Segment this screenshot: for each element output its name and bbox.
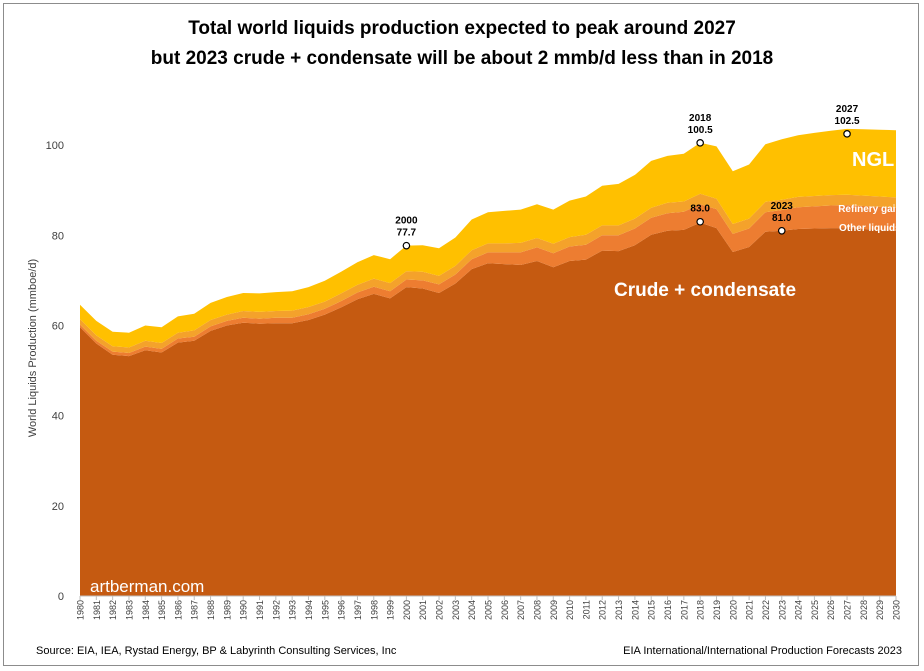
area-series-3 [80, 128, 896, 348]
x-tick-label: 1989 [222, 600, 232, 620]
x-axis-ticks: 1980 1981 1982 1983 1984 1985 1986 1987 1988 1989… [76, 596, 902, 620]
y-tick-label: 20 [52, 501, 64, 513]
x-tick-label: 2000 [402, 600, 412, 620]
callout-year: 2000 [395, 216, 418, 227]
x-tick-label: 2022 [761, 600, 771, 620]
y-tick-label: 60 [52, 320, 64, 332]
x-tick-label: 2029 [875, 600, 885, 620]
x-tick-label: 2023 [777, 600, 787, 620]
x-tick-label: 1994 [304, 600, 314, 620]
crude-condensate-area-label: Crude + condensate [614, 280, 796, 301]
callout-year: 2027 [836, 104, 859, 115]
x-tick-label: 2016 [663, 600, 673, 620]
x-tick-label: 2018 [696, 600, 706, 620]
chart-title: Total world liquids production expected … [188, 18, 736, 39]
x-tick-label: 2007 [516, 600, 526, 620]
x-tick-label: 1990 [239, 600, 249, 620]
callout-value: 77.7 [397, 228, 417, 239]
x-tick-label: 1988 [206, 600, 216, 620]
x-tick-label: 2010 [565, 600, 575, 620]
area-series-2 [80, 193, 896, 353]
x-tick-label: 1986 [173, 600, 183, 620]
x-tick-label: 1987 [190, 600, 200, 620]
y-axis-ticks: 0 20 40 60 80 100 [46, 140, 64, 603]
x-tick-label: 2025 [810, 600, 820, 620]
x-tick-label: 2024 [794, 600, 804, 620]
callout-marker [696, 139, 704, 147]
x-tick-label: 1998 [369, 600, 379, 620]
callout-value: 102.5 [835, 116, 860, 127]
x-tick-label: 2026 [826, 600, 836, 620]
callout-year: 2023 [771, 201, 794, 212]
x-tick-label: 1985 [157, 600, 167, 620]
x-tick-label: 2013 [614, 600, 624, 620]
x-tick-label: 2015 [647, 600, 657, 620]
x-tick-label: 2019 [712, 600, 722, 620]
x-tick-label: 2020 [728, 600, 738, 620]
callout-marker [843, 130, 851, 138]
y-tick-label: 0 [58, 591, 64, 603]
y-tick-label: 100 [46, 140, 64, 152]
x-tick-label: 2012 [598, 600, 608, 620]
x-tick-label: 1996 [337, 600, 347, 620]
forecast-note: EIA International/International Producti… [623, 645, 902, 657]
x-tick-label: 1991 [255, 600, 265, 620]
x-tick-label: 2001 [418, 600, 428, 620]
x-tick-label: 2009 [549, 600, 559, 620]
other-liquids-area-label: Other liquids [839, 223, 901, 234]
x-tick-label: 2021 [745, 600, 755, 620]
x-tick-label: 1997 [353, 600, 363, 620]
area-series-1 [80, 204, 896, 357]
y-tick-label: 80 [52, 230, 64, 242]
x-tick-label: 2027 [843, 600, 853, 620]
x-tick-label: 2030 [892, 600, 902, 620]
x-tick-label: 1982 [108, 600, 118, 620]
refinery-gain-area-label: Refinery gain [838, 204, 901, 215]
x-tick-label: 2008 [532, 600, 542, 620]
area-series-0 [80, 222, 896, 596]
x-tick-label: 1983 [124, 600, 134, 620]
x-tick-label: 2004 [467, 600, 477, 620]
x-tick-label: 1984 [141, 600, 151, 620]
callout-marker [777, 226, 786, 235]
y-tick-label: 40 [52, 411, 64, 423]
x-tick-label: 2002 [435, 600, 445, 620]
x-tick-label: 1981 [92, 600, 102, 620]
stacked-areas [80, 128, 896, 596]
watermark: artberman.com [90, 577, 204, 596]
x-tick-label: 2014 [630, 600, 640, 620]
x-tick-label: 2017 [679, 600, 689, 620]
x-tick-label: 1995 [320, 600, 330, 620]
x-tick-label: 1992 [271, 600, 281, 620]
callout-marker [696, 217, 704, 226]
x-tick-label: 2006 [500, 600, 510, 620]
chart-subtitle: but 2023 crude + condensate will be abou… [150, 48, 774, 69]
source-note: Source: EIA, IEA, Rystad Energy, BP & La… [36, 645, 397, 657]
callout-marker [402, 241, 411, 250]
x-tick-label: 2005 [484, 600, 494, 620]
y-axis-label: World Liquids Production (mmboe/d) [27, 259, 39, 437]
x-tick-label: 2011 [581, 600, 591, 619]
x-tick-label: 1980 [76, 600, 86, 620]
ngl-area-label: NGL [852, 149, 894, 171]
callout-year: 2018 [689, 113, 712, 124]
x-tick-label: 1999 [386, 600, 396, 620]
callout-value: 81.0 [772, 213, 792, 224]
callout-value: 100.5 [688, 125, 713, 136]
callout-value: 83.0 [690, 204, 710, 215]
x-tick-label: 2028 [859, 600, 869, 620]
x-tick-label: 2003 [451, 600, 461, 620]
x-tick-label: 1993 [288, 600, 298, 620]
